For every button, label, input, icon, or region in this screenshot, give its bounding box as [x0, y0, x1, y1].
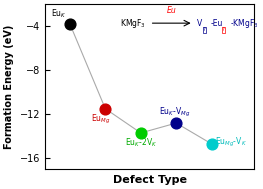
Text: -KMgF$_3$: -KMgF$_3$ [230, 17, 258, 30]
Text: -Eu: -Eu [211, 19, 223, 28]
Point [103, 107, 108, 110]
Text: Eu$_{Mg}$: Eu$_{Mg}$ [91, 113, 111, 126]
Text: Eu$_K$-2V$_K$: Eu$_K$-2V$_K$ [125, 137, 157, 149]
Text: ?: ? [222, 27, 225, 32]
Text: Eu$_K$-V$_{Mg}$: Eu$_K$-V$_{Mg}$ [159, 105, 190, 119]
Text: V: V [197, 19, 202, 28]
Text: ?: ? [203, 27, 206, 32]
Text: KMgF$_3$: KMgF$_3$ [120, 17, 146, 30]
Text: Eu$_K$: Eu$_K$ [52, 7, 67, 20]
Text: Eu$_{Mg}$-V$_K$: Eu$_{Mg}$-V$_K$ [215, 136, 246, 149]
Point [68, 22, 72, 26]
Text: Eu: Eu [167, 6, 176, 15]
Y-axis label: Formation Energy (eV): Formation Energy (eV) [4, 25, 14, 149]
Point [210, 143, 214, 146]
Point [174, 122, 178, 125]
X-axis label: Defect Type: Defect Type [113, 175, 187, 185]
Point [139, 131, 143, 134]
